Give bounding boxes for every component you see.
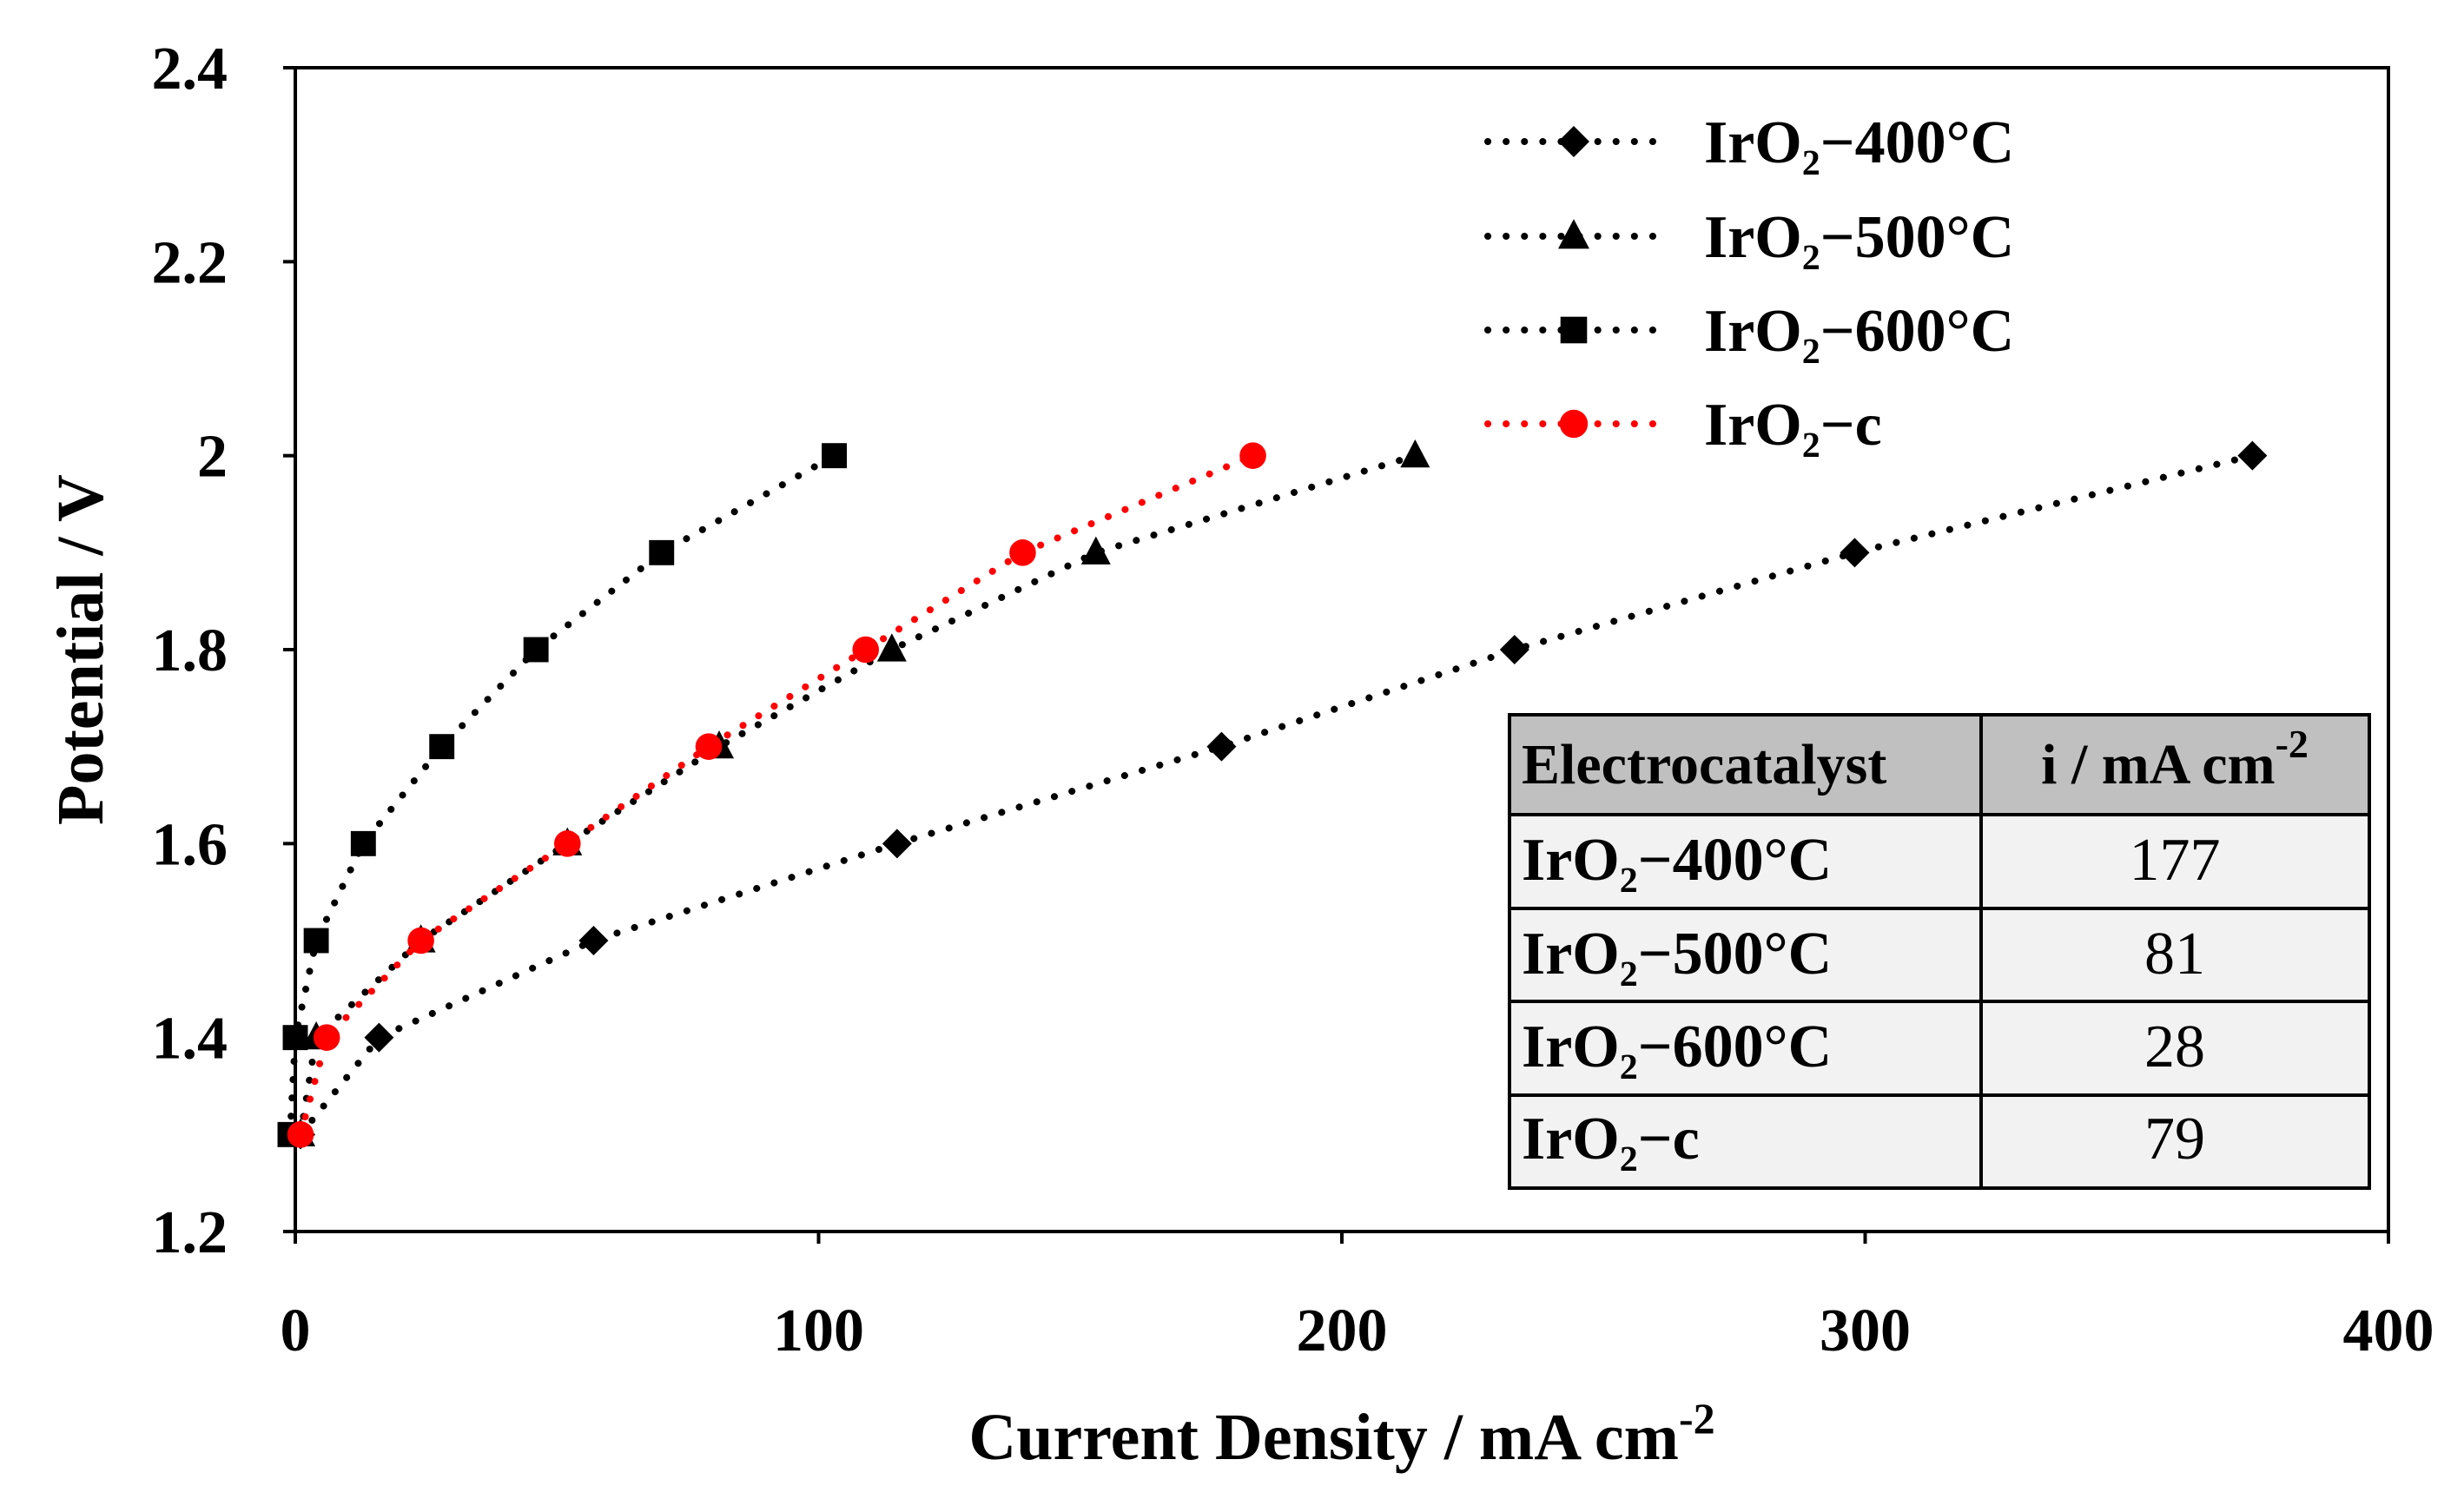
data-point — [1400, 439, 1430, 468]
inset-table-cell-value: 79 — [2144, 1106, 2205, 1172]
y-tick-label: 1.2 — [152, 1199, 228, 1266]
x-tick-label: 0 — [281, 1298, 311, 1364]
inset-table-cell-value: 177 — [2130, 827, 2221, 894]
data-point — [287, 1121, 314, 1148]
y-tick-label: 2.4 — [152, 36, 228, 102]
inset-table-border — [1508, 713, 2371, 1190]
data-point — [1499, 635, 1529, 664]
data-point — [1080, 536, 1111, 565]
x-tick-label: 300 — [1820, 1298, 1911, 1364]
y-axis-title: Potential / V — [44, 474, 117, 825]
x-axis-title: Current Density / mA cm-2 — [968, 1394, 1714, 1474]
inset-table-cell-name: IrO₂−400°C — [1522, 827, 1832, 894]
inset-table: Electrocatalyst i / mA cm-2 IrO₂−400°C 1… — [1508, 713, 2371, 1190]
x-tick-label: 200 — [1297, 1298, 1388, 1364]
legend-marker — [1559, 409, 1589, 439]
legend-label: IrO₂−400°C — [1704, 109, 2014, 176]
x-tick-label: 400 — [2343, 1298, 2434, 1364]
data-point — [876, 633, 907, 662]
inset-table-header-current: i / mA cm-2 — [2041, 722, 2309, 796]
data-point — [695, 733, 723, 760]
data-point — [1206, 731, 1237, 762]
series-line — [297, 452, 2256, 1139]
data-point — [364, 1022, 394, 1053]
data-point — [882, 829, 912, 859]
x-axis-title-text: Current Density / mA cm — [968, 1401, 1679, 1474]
data-point — [578, 926, 609, 955]
data-point — [2237, 440, 2268, 471]
data-point — [852, 636, 880, 664]
data-point — [523, 637, 549, 663]
inset-table-header-bg — [1509, 715, 2369, 815]
inset-table-cell-name: IrO₂−c — [1522, 1106, 1700, 1172]
data-point — [822, 443, 848, 469]
series-line — [286, 452, 838, 1139]
ticks-layer: 0 100 200 300 400 1.2 1.4 1.6 1.8 2 2.2 2.4 — [152, 36, 2434, 1364]
data-point — [1239, 442, 1266, 469]
y-tick-label: 1.8 — [152, 618, 228, 684]
y-tick-label: 2 — [197, 424, 228, 491]
data-point — [554, 830, 581, 857]
data-point — [313, 1024, 340, 1051]
data-point — [429, 734, 455, 760]
series-line — [297, 452, 1419, 1139]
inset-table-cell-value: 28 — [2144, 1014, 2205, 1080]
data-point — [1009, 539, 1036, 566]
inset-table-header-catalyst: Electrocatalyst — [1522, 733, 1886, 796]
data-point — [649, 539, 675, 565]
legend-marker — [1558, 219, 1589, 249]
y-tick-label: 2.2 — [152, 229, 228, 296]
inset-table-cell-name: IrO₂−600°C — [1522, 1014, 1832, 1080]
legend: IrO₂−400°C IrO₂−500°C IrO₂−600°C IrO₂−c — [1484, 109, 2014, 459]
series-layer — [277, 439, 2268, 1150]
x-axis-title-sup: -2 — [1679, 1394, 1715, 1443]
data-point — [303, 928, 329, 954]
data-point — [1840, 538, 1870, 568]
legend-label: IrO₂−600°C — [1704, 298, 2014, 365]
series-line — [297, 452, 1257, 1139]
x-tick-label: 100 — [773, 1298, 864, 1364]
inset-table-header-current-sup: -2 — [2276, 722, 2309, 766]
inset-table-cell-value: 81 — [2144, 921, 2205, 987]
data-point — [407, 927, 434, 954]
legend-marker — [1558, 126, 1589, 157]
legend-marker — [1560, 316, 1588, 344]
y-tick-label: 1.4 — [152, 1006, 228, 1073]
inset-table-header-current-text: i / mA cm — [2041, 733, 2275, 796]
inset-table-grid — [1508, 713, 2371, 1190]
data-point — [350, 830, 376, 856]
legend-label: IrO₂−500°C — [1704, 204, 2014, 271]
legend-label: IrO₂−c — [1704, 392, 1882, 459]
inset-table-cell-name: IrO₂−500°C — [1522, 921, 1832, 987]
y-tick-label: 1.6 — [152, 811, 228, 878]
